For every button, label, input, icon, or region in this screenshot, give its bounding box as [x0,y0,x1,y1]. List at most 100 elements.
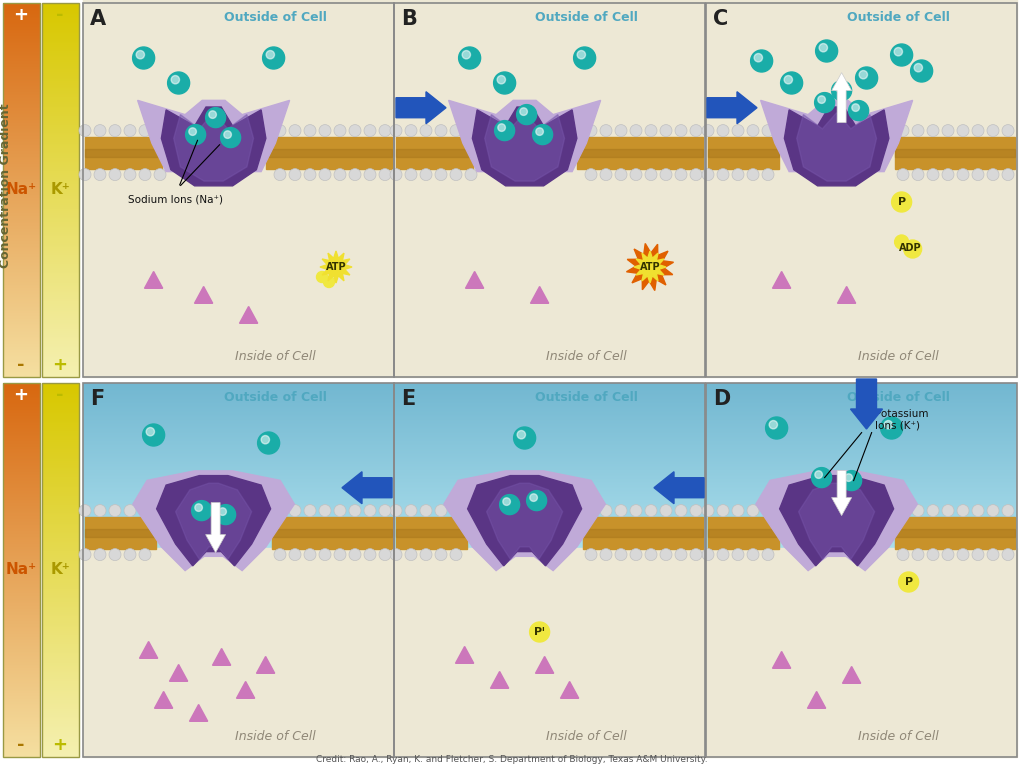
Text: C: C [713,9,728,29]
Circle shape [450,124,462,137]
Circle shape [895,235,908,249]
Circle shape [732,124,744,137]
Circle shape [219,508,226,515]
Circle shape [334,505,346,517]
Circle shape [124,505,136,517]
Circle shape [957,505,969,517]
Circle shape [780,72,803,94]
Circle shape [319,548,331,561]
Circle shape [585,124,597,137]
Polygon shape [170,664,187,681]
Circle shape [379,124,391,137]
Circle shape [79,124,91,137]
Circle shape [942,548,954,561]
Text: Na⁺: Na⁺ [5,183,37,197]
Text: ATP: ATP [326,262,346,272]
Polygon shape [799,483,874,559]
Bar [706,548,1017,757]
Circle shape [216,505,236,525]
Circle shape [420,169,432,180]
Circle shape [910,60,933,82]
Circle shape [972,124,984,137]
Circle shape [142,424,165,446]
Circle shape [465,124,477,137]
Text: A: A [90,9,106,29]
Polygon shape [189,705,208,721]
Circle shape [154,169,166,180]
Circle shape [660,124,672,137]
Bar [3,383,40,757]
Polygon shape [472,107,577,186]
Circle shape [615,548,627,561]
Circle shape [815,471,822,479]
Circle shape [139,124,151,137]
Circle shape [420,548,432,561]
Circle shape [79,548,91,561]
Polygon shape [144,272,163,288]
Polygon shape [838,287,856,303]
Bar [583,517,703,548]
Circle shape [79,169,91,180]
Bar [396,149,473,156]
Circle shape [191,501,212,521]
Circle shape [390,124,402,137]
Text: F: F [90,389,104,409]
Bar [3,3,40,377]
Circle shape [188,128,197,136]
Circle shape [957,124,969,137]
Bar [577,137,703,169]
Bar [83,383,394,757]
Bar [895,517,1015,548]
Circle shape [274,169,286,180]
Text: Inside of Cell: Inside of Cell [858,730,939,743]
Bar [706,0,1017,377]
Circle shape [690,124,702,137]
Circle shape [139,548,151,561]
Circle shape [702,548,714,561]
Text: Outside of Cell: Outside of Cell [536,391,638,404]
Text: -: - [17,356,25,374]
Circle shape [762,124,774,137]
Text: -: - [17,736,25,754]
FancyArrow shape [851,379,883,429]
Polygon shape [486,483,562,559]
Polygon shape [195,287,213,303]
Circle shape [364,505,376,517]
Circle shape [881,417,902,439]
Circle shape [660,548,672,561]
Text: D: D [713,389,730,409]
Text: +: + [52,736,68,754]
Circle shape [690,548,702,561]
Text: Inside of Cell: Inside of Cell [858,350,939,363]
Circle shape [349,548,361,561]
Circle shape [675,124,687,137]
Circle shape [136,51,144,59]
Circle shape [497,75,506,84]
Circle shape [732,169,744,180]
Circle shape [903,240,922,258]
Circle shape [274,548,286,561]
Text: Potassium
Ions (K⁺): Potassium Ions (K⁺) [874,409,928,430]
Polygon shape [772,651,791,668]
Polygon shape [257,657,274,673]
FancyArrow shape [831,471,852,515]
Circle shape [334,124,346,137]
Circle shape [319,124,331,137]
Polygon shape [443,471,605,571]
Circle shape [972,505,984,517]
Bar [42,3,79,377]
Circle shape [304,124,316,137]
Circle shape [585,505,597,517]
FancyArrow shape [206,502,225,552]
Polygon shape [449,100,601,172]
Polygon shape [843,667,861,683]
Polygon shape [530,287,549,303]
Circle shape [289,124,301,137]
Polygon shape [779,476,894,566]
Circle shape [630,169,642,180]
Text: B: B [401,9,417,29]
Bar [85,517,156,548]
Text: Outside of Cell: Outside of Cell [224,11,328,24]
Circle shape [1002,548,1014,561]
Circle shape [319,169,331,180]
